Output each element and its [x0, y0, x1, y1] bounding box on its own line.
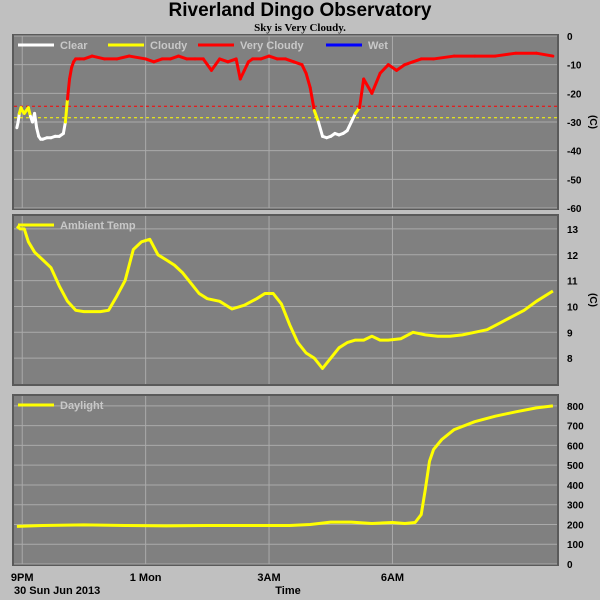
- sky-ytick-1: -10: [567, 61, 582, 72]
- x-axis-label: Time: [275, 585, 300, 597]
- ambient-ylabel: (C): [587, 293, 598, 307]
- daylight-ytick-5: 300: [567, 501, 584, 512]
- sky-ytick-2: -20: [567, 89, 582, 100]
- sky-segment-56: [312, 109, 320, 124]
- page-title: Riverland Dingo Observatory: [168, 0, 432, 21]
- ambient-ytick-0: 13: [567, 225, 579, 236]
- sky-segment-10: [33, 111, 39, 130]
- page-subtitle: Sky is Very Cloudy.: [254, 22, 346, 34]
- sky-segment-40: [209, 57, 222, 72]
- sky-segment-53: [300, 63, 308, 75]
- daylight-series-line: [16, 404, 554, 528]
- sky-segment-39: [201, 57, 213, 72]
- sky-segment-22: [68, 66, 74, 81]
- daylight-ytick-3: 500: [567, 461, 584, 472]
- xtick-label-2: 3AM: [257, 572, 280, 584]
- ambient-legend-label-0: Ambient Temp: [60, 220, 136, 232]
- sky-segment-68: [362, 77, 374, 95]
- sky-segment-31: [127, 54, 148, 61]
- sky-segment-64: [345, 120, 353, 133]
- xtick-label-0: 9PM: [11, 572, 34, 584]
- sky-segment-28: [90, 54, 106, 61]
- daylight-ytick-8: 0: [567, 560, 573, 571]
- sky-legend-label-2: Very Cloudy: [240, 40, 304, 52]
- sky-legend-label-3: Wet: [368, 40, 388, 52]
- sky-segment-45: [242, 60, 250, 72]
- daylight-ytick-2: 600: [567, 441, 584, 452]
- sky-segment-57: [316, 120, 325, 138]
- sky-ytick-3: -30: [567, 118, 582, 129]
- daylight-legend-label-0: Daylight: [60, 400, 104, 412]
- sky-segment-79: [493, 51, 518, 58]
- ambient-series-line: [15, 225, 554, 370]
- sky-segment-44: [238, 68, 246, 81]
- sky-ytick-4: -40: [567, 147, 582, 158]
- daylight-ytick-6: 200: [567, 520, 584, 531]
- sky-ytick-0: 0: [567, 32, 573, 43]
- ambient-ytick-5: 8: [567, 354, 573, 365]
- sky-segment-30: [115, 54, 131, 61]
- daylight-ytick-0: 800: [567, 402, 584, 413]
- sky-segment-54: [304, 71, 312, 90]
- daylight-ytick-7: 100: [567, 540, 584, 551]
- sky-segment-20: [63, 97, 69, 124]
- sky-segment-76: [432, 54, 456, 61]
- sky-segment-69: [370, 71, 382, 95]
- ambient-panel: 13 12 11 10 9 8 (C) Ambient Temp: [12, 214, 598, 386]
- sky-segment-67: [358, 77, 366, 110]
- sky-segment-71: [386, 63, 399, 72]
- sky-segment-81: [534, 51, 555, 58]
- sky-segment-70: [378, 63, 390, 75]
- ambient-ytick-1: 12: [567, 251, 579, 262]
- sky-segment-21: [65, 77, 72, 101]
- sky-ylabel: (C): [587, 115, 598, 129]
- ambient-ytick-4: 9: [567, 328, 573, 339]
- daylight-ytick-4: 400: [567, 481, 584, 492]
- sky-panel: 0 -10 -20 -30 -40 -50 -60 (C) Clear Cloudy Very Cl…: [12, 32, 598, 215]
- sky-segment-19: [61, 120, 67, 135]
- daylight-panel: 800 700 600 500 400 300 200 100 0 Daylight: [12, 394, 584, 571]
- ambient-plot-area: [14, 216, 557, 384]
- sky-ytick-5: -50: [567, 175, 582, 186]
- xtick-label-3: 6AM: [381, 572, 404, 584]
- date-label: 30 Sun Jun 2013: [14, 585, 100, 597]
- daylight-ytick-1: 700: [567, 422, 584, 433]
- ambient-ytick-3: 10: [567, 302, 579, 313]
- sky-segment-65: [349, 111, 357, 124]
- sky-segment-43: [234, 57, 242, 81]
- ambient-ytick-2: 11: [567, 277, 578, 288]
- sky-legend-label-0: Clear: [60, 40, 88, 52]
- sky-ytick-6: -60: [567, 204, 582, 215]
- sky-segment-55: [308, 86, 316, 113]
- xtick-label-1: 1 Mon: [130, 572, 162, 584]
- sky-segment-72: [395, 63, 407, 72]
- sky-legend-label-1: Cloudy: [150, 40, 188, 52]
